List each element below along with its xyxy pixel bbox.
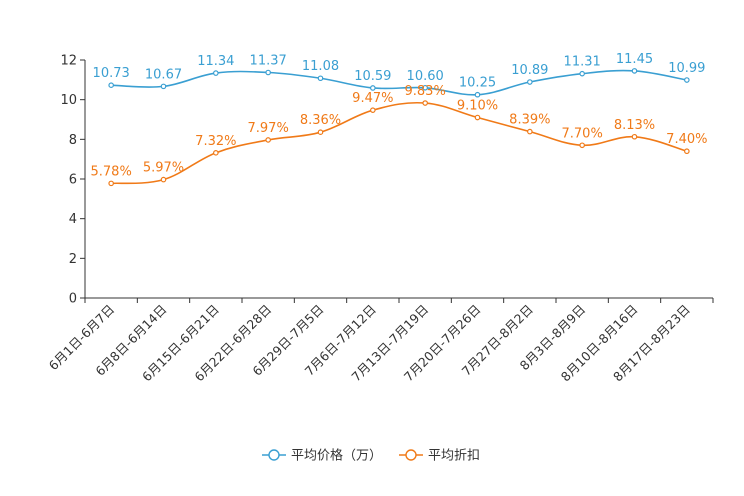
data-point (160, 176, 167, 183)
data-point (527, 79, 533, 85)
data-point (213, 70, 219, 76)
data-point (631, 68, 638, 74)
data-label: 11.37 (250, 53, 287, 68)
data-label: 9.10% (457, 99, 498, 114)
legend: 平均价格（万） 平均折扣 (262, 448, 480, 464)
data-point (684, 77, 690, 83)
data-label: 7.70% (562, 126, 603, 141)
y-tick-label: 2 (69, 252, 77, 267)
data-label: 7.97% (248, 121, 289, 136)
series-line (111, 69, 687, 96)
y-tick-label: 0 (69, 292, 77, 307)
data-label: 10.60 (407, 69, 444, 84)
legend-item-avg-price: 平均价格（万） (262, 448, 382, 464)
data-label: 8.13% (614, 118, 655, 133)
data-label: 10.59 (354, 69, 391, 84)
data-point (684, 148, 690, 155)
data-point (160, 83, 167, 90)
data-label: 11.34 (197, 54, 234, 69)
y-tick-label: 10 (60, 93, 77, 108)
legend-item-avg-discount: 平均折扣 (399, 449, 480, 464)
y-tick-label: 12 (60, 54, 77, 69)
data-point (474, 91, 481, 98)
data-label: 7.32% (195, 134, 236, 149)
data-point (579, 142, 585, 149)
data-label: 10.73 (93, 66, 130, 81)
data-label: 10.99 (668, 61, 705, 76)
series-layer: 10.73 10.67 11.34 11.37 11.08 10.59 10.60 10.25… (91, 52, 707, 187)
data-point (317, 75, 324, 82)
data-label: 11.45 (616, 52, 653, 67)
data-label: 9.83% (405, 84, 446, 99)
data-label: 10.67 (145, 67, 182, 82)
data-label: 11.31 (564, 55, 601, 70)
data-point (527, 128, 533, 135)
data-point (108, 82, 114, 88)
data-point (213, 150, 219, 156)
legend-label: 平均价格（万） (291, 448, 382, 464)
data-point (108, 180, 114, 187)
data-label: 5.97% (143, 161, 184, 176)
data-label: 5.78% (91, 164, 132, 179)
series-avg-price: 10.73 10.67 11.34 11.37 11.08 10.59 10.60 10.25… (93, 52, 705, 98)
data-label: 10.89 (511, 63, 548, 78)
legend-label: 平均折扣 (428, 449, 480, 464)
data-point (422, 84, 428, 91)
data-label: 9.47% (352, 91, 393, 106)
series-line (111, 101, 688, 185)
data-point (579, 70, 585, 77)
data-point (422, 100, 428, 106)
series-avg-discount: 5.78% 5.97% 7.32% 7.97% 8.36% 9.47% 9.83% 9.10%… (91, 84, 707, 187)
data-point (631, 133, 638, 140)
legend-marker-icon (268, 449, 280, 461)
y-tick-label: 4 (69, 212, 77, 227)
data-label: 11.08 (302, 59, 339, 74)
data-point (317, 129, 324, 135)
data-label: 8.36% (300, 113, 341, 128)
data-label: 7.40% (666, 132, 707, 147)
data-point (474, 114, 481, 121)
y-tick-label: 6 (69, 173, 77, 188)
y-tick-label: 8 (69, 133, 77, 148)
data-point (370, 107, 376, 113)
data-label: 8.39% (509, 113, 550, 128)
data-point (370, 85, 376, 91)
data-point (265, 137, 271, 143)
legend-marker-icon (405, 449, 417, 461)
data-label: 10.25 (459, 76, 496, 91)
data-point (265, 69, 271, 76)
